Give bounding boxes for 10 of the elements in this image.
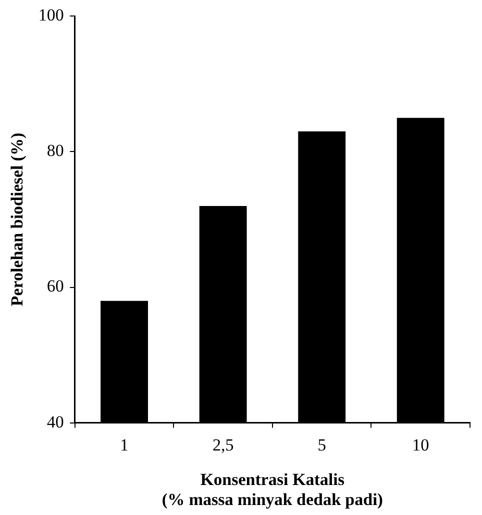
- x-tick-label: 10: [412, 435, 430, 454]
- y-tick-label: 60: [46, 276, 64, 296]
- y-tick-label: 40: [46, 412, 64, 432]
- x-tick-label: 5: [318, 435, 326, 454]
- y-axis-title: Perolehan biodiesel (%): [8, 132, 27, 306]
- x-tick-label: 2,5: [212, 435, 234, 454]
- y-tick-label: 80: [46, 141, 64, 160]
- x-tick-label: 1: [120, 435, 129, 454]
- x-axis-title: Konsentrasi Katalis (% massa minyak dedak padi): [162, 470, 383, 510]
- y-tick-label: 100: [38, 6, 64, 25]
